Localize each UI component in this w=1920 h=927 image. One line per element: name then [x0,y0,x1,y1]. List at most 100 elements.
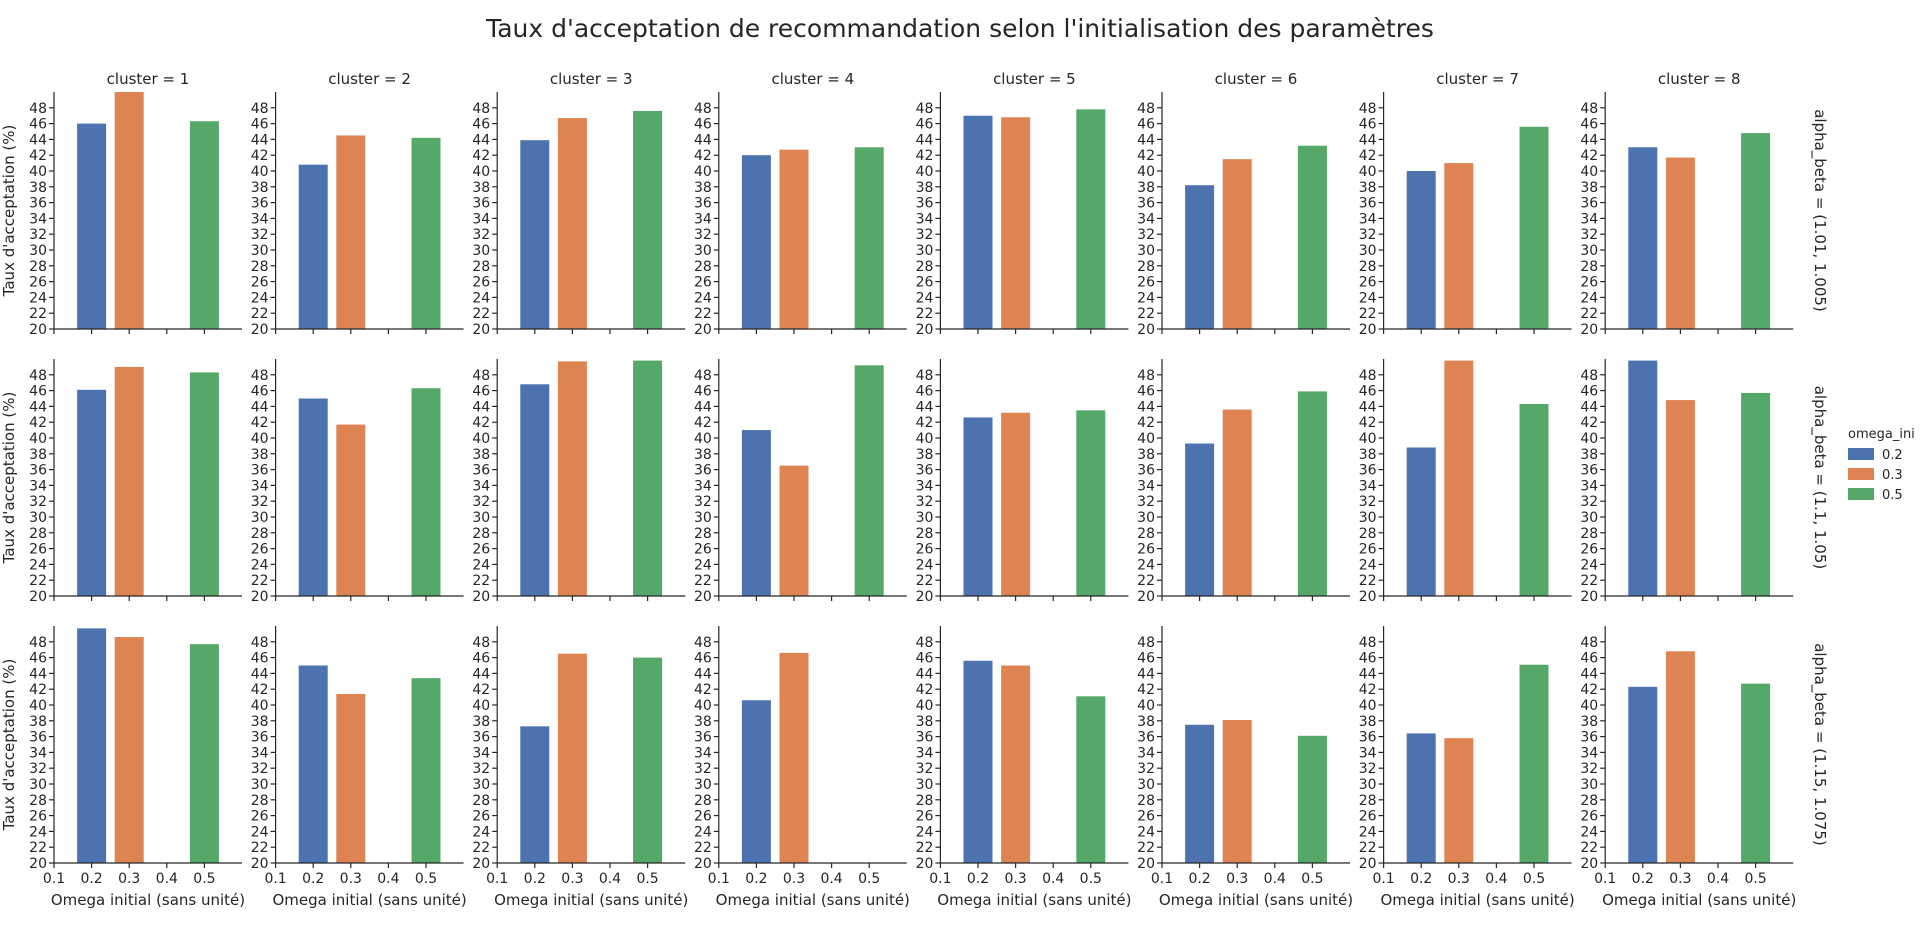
y-tick-label: 38 [916,447,934,463]
y-tick-label: 36 [694,196,712,212]
y-tick-label: 46 [1580,384,1598,400]
bar [557,361,587,596]
x-tick-label: 0.4 [156,871,178,887]
legend-swatch [1848,468,1874,480]
column-title: cluster = 6 [1215,70,1298,88]
y-tick-label: 30 [472,243,490,259]
y-tick-label: 32 [472,494,490,510]
row-title: alpha_beta = (1.01, 1.005) [1810,109,1829,312]
x-tick-label: 0.2 [967,871,989,887]
y-tick-label: 44 [1137,666,1155,682]
y-tick-label: 34 [251,745,269,761]
x-tick-label: 0.2 [302,871,324,887]
y-tick-label: 44 [29,666,47,682]
y-tick-label: 32 [694,227,712,243]
y-tick-label: 34 [472,745,490,761]
y-tick-label: 48 [1359,635,1377,651]
y-tick-label: 26 [251,809,269,825]
chart-title: Taux d'acceptation de recommandation sel… [485,14,1434,43]
y-tick-label: 34 [29,211,47,227]
y-tick-label: 46 [251,651,269,667]
y-tick-label: 34 [251,478,269,494]
x-tick-label: 0.2 [1410,871,1432,887]
y-tick-label: 20 [1580,589,1598,605]
bar [1665,651,1695,863]
x-tick-label: 0.4 [1485,871,1507,887]
bar [741,700,771,863]
y-tick-label: 38 [29,714,47,730]
y-tick-label: 22 [1580,573,1598,589]
y-tick-label: 22 [29,840,47,856]
y-tick-label: 44 [916,399,934,415]
y-tick-label: 38 [1580,714,1598,730]
y-tick-label: 32 [916,761,934,777]
y-tick-label: 28 [916,793,934,809]
bar [779,465,809,596]
x-tick-label: 0.4 [1707,871,1729,887]
y-tick-label: 46 [916,117,934,133]
y-tick-label: 24 [1359,290,1377,306]
y-tick-label: 40 [1359,164,1377,180]
y-tick-label: 20 [251,856,269,872]
y-tick-label: 28 [1137,793,1155,809]
legend-label: 0.5 [1882,488,1903,503]
y-tick-label: 28 [916,259,934,275]
x-tick-label: 0.4 [1264,871,1286,887]
y-tick-label: 28 [472,259,490,275]
bar [1741,683,1771,863]
y-tick-label: 34 [1359,478,1377,494]
bar [963,417,993,596]
y-tick-label: 32 [472,761,490,777]
y-tick-label: 48 [1137,101,1155,117]
y-tick-label: 32 [251,761,269,777]
y-tick-label: 36 [251,463,269,479]
y-tick-label: 42 [694,415,712,431]
x-axis-label: Omega initial (sans unité) [1380,891,1574,909]
y-tick-label: 38 [1137,714,1155,730]
y-tick-label: 42 [1137,682,1155,698]
y-tick-label: 26 [472,809,490,825]
bar [963,660,993,863]
y-tick-label: 28 [1359,793,1377,809]
y-tick-label: 24 [251,557,269,573]
y-tick-label: 20 [251,322,269,338]
y-tick-label: 32 [1137,494,1155,510]
y-tick-label: 26 [694,809,712,825]
y-tick-label: 48 [1580,101,1598,117]
y-tick-label: 38 [251,714,269,730]
y-tick-label: 32 [1359,761,1377,777]
y-tick-label: 38 [251,180,269,196]
facet-panel: cluster = 1 20222426283032343638404244464… [0,70,242,338]
y-tick-label: 48 [694,368,712,384]
y-tick-label: 40 [916,431,934,447]
bar [741,155,771,329]
y-tick-label: 38 [29,180,47,196]
y-tick-label: 38 [1359,447,1377,463]
y-tick-label: 24 [1580,824,1598,840]
y-tick-label: 46 [29,384,47,400]
y-tick-label: 24 [251,824,269,840]
y-tick-label: 48 [29,368,47,384]
y-tick-label: 32 [1359,494,1377,510]
bar [189,121,219,329]
bar [741,430,771,596]
y-tick-label: 34 [916,478,934,494]
y-tick-label: 38 [472,180,490,196]
y-tick-label: 46 [1137,384,1155,400]
y-tick-label: 26 [251,542,269,558]
y-tick-label: 44 [251,399,269,415]
y-tick-label: 20 [1137,589,1155,605]
y-tick-label: 26 [916,275,934,291]
x-tick-label: 0.4 [820,871,842,887]
y-tick-label: 34 [1580,211,1598,227]
y-tick-label: 36 [1359,196,1377,212]
y-tick-label: 36 [472,196,490,212]
y-tick-label: 26 [251,275,269,291]
legend-title: omega_ini [1848,427,1915,442]
y-tick-label: 22 [29,573,47,589]
x-tick-label: 0.3 [1226,871,1248,887]
y-tick-label: 42 [29,415,47,431]
